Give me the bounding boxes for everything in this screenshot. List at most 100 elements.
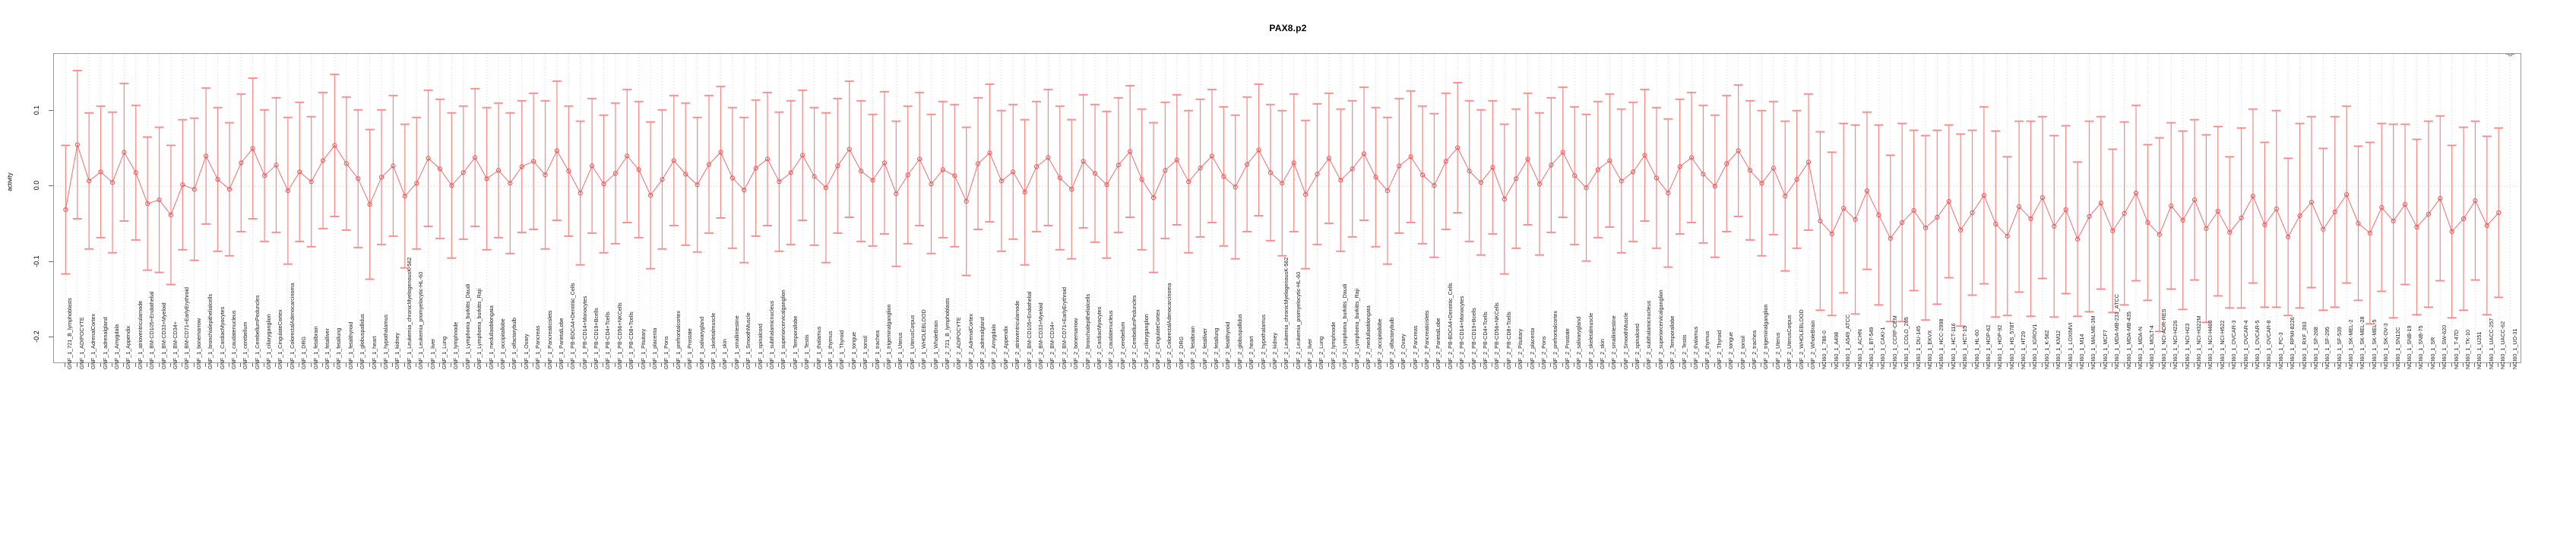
x-tick-label: GNF_2_kidney	[1271, 333, 1278, 369]
x-tick-label: GNF_2_Leukemia_chronicMyelogenousK-562	[1283, 257, 1290, 369]
x-tick-label: NCI60_1_SNB-75	[2417, 325, 2425, 369]
x-tick-label: GNF_1_721_B_lymphoblasts	[66, 298, 74, 369]
x-tick-mark	[1901, 363, 1903, 367]
x-tick-label: GNF_2_ParietalLobe	[1435, 318, 1442, 369]
x-tick-label: NCI60_1_A498	[1832, 331, 1840, 369]
x-tick-mark	[1913, 363, 1914, 367]
x-tick-label: NCI60_1_SF-295	[2324, 327, 2331, 369]
x-tick-mark	[2357, 363, 2359, 367]
x-tick-label: GNF_2_fetalbrain	[1189, 326, 1197, 369]
x-tick-label: GNF_1_Amygdala	[112, 324, 120, 369]
x-tick-mark	[1702, 363, 1704, 367]
x-tick-label: NCI60_1_M14	[2078, 334, 2086, 369]
x-tick-label: GNF_2_fetalliver	[1201, 328, 1208, 369]
x-tick-mark	[193, 363, 195, 367]
x-tick-label: GNF_1_CingulateCortex	[277, 309, 284, 369]
x-tick-mark	[462, 363, 464, 367]
x-tick-label: NCI60_1_EKVX	[1926, 330, 1933, 369]
x-tick-mark	[2182, 363, 2183, 367]
x-tick-mark	[252, 363, 253, 367]
x-tick-mark	[1784, 363, 1786, 367]
x-tick-mark	[2077, 363, 2078, 367]
x-tick-label: GNF_1_placenta	[651, 327, 659, 369]
x-tick-label: GNF_1_salivarygland	[698, 316, 705, 369]
x-tick-mark	[134, 363, 136, 367]
x-tick-mark	[427, 363, 429, 367]
y-axis-label-text: activity	[6, 172, 14, 191]
x-tick-mark	[2205, 363, 2207, 367]
x-tick-label: GNF_2_PB-CD8+Tcells	[1505, 311, 1512, 369]
x-tick-label: GNF_1_WholeBrain	[932, 320, 939, 369]
x-tick-mark	[521, 363, 522, 367]
x-tick-mark	[2463, 363, 2464, 367]
x-tick-label: GNF_2_trigeminalganglion	[1762, 304, 1770, 370]
x-tick-mark	[1479, 363, 1481, 367]
x-tick-label: GNF_1_caudatenucleus	[229, 310, 237, 369]
x-tick-label: GNF_1_ColorectalAdenocarcinoma	[288, 283, 296, 369]
x-tick-mark	[544, 363, 546, 367]
x-tick-mark	[1258, 363, 1259, 367]
x-tick-label: NCI60_1_MDA-MB-231_ATCC	[2113, 294, 2121, 369]
x-tick-label: GNF_2_Amygdala	[990, 324, 998, 369]
x-tick-label: GNF_1_skeletalmuscle	[710, 312, 717, 369]
x-tick-label: GNF_2_Lymphoma_burkitts_Daudi	[1341, 283, 1349, 369]
x-tick-mark	[1316, 363, 1318, 367]
x-tick-mark	[824, 363, 826, 367]
x-tick-label: GNF_2_Pituitary	[1517, 328, 1524, 369]
x-tick-mark	[848, 363, 850, 367]
x-tick-label: GNF_2_ColorectalAdenocarcinoma	[1166, 283, 1173, 369]
x-tick-label: GNF_1_Pancreas	[534, 325, 542, 369]
x-tick-label: GNF_2_BM-CD71+EarlyErythroid	[1060, 286, 1068, 369]
x-tick-label: GNF_1_CardiacMyocytes	[218, 306, 226, 369]
x-tick-mark	[1632, 363, 1634, 367]
x-tick-label: GNF_1_medullaoblongata	[487, 305, 495, 369]
x-tick-label: NCI60_1_HCT-15	[1961, 325, 1969, 369]
x-tick-mark	[930, 363, 932, 367]
x-tick-mark	[1164, 363, 1166, 367]
x-tick-label: NCI60_1_DU-145	[1914, 325, 1922, 369]
x-tick-mark	[1059, 363, 1060, 367]
x-tick-label: NCI60_1_U251	[2476, 331, 2483, 369]
x-tick-label: GNF_2_thymus	[1704, 330, 1711, 369]
x-tick-mark	[1281, 363, 1283, 367]
x-tick-label: GNF_1_fetalbrain	[312, 326, 319, 369]
x-tick-label: GNF_1_CerebellumPeduncles	[253, 295, 261, 369]
x-tick-mark	[1948, 363, 1949, 367]
x-tick-label: GNF_1_Temporallobe	[791, 315, 799, 369]
x-tick-label: GNF_2_spinalcord	[1634, 324, 1641, 369]
x-tick-label: GNF_1_adrenalgland	[101, 317, 109, 369]
x-tick-label: GNF_1_Pituitary	[639, 328, 647, 369]
x-tick-label: GNF_1_bronchialepithelialcells	[207, 293, 214, 369]
x-tick-label: GNF_2_heart	[1248, 336, 1255, 369]
x-tick-label: GNF_1_skin	[721, 339, 729, 369]
y-tick-mark	[49, 261, 53, 262]
x-tick-mark	[1527, 363, 1528, 367]
x-tick-label: GNF_1_Prostate	[686, 328, 694, 369]
x-tick-label: GNF_2_ADIPOCYTE	[955, 317, 963, 369]
x-tick-mark	[2334, 363, 2335, 367]
x-tick-label: GNF_2_AdrenalCortex	[967, 313, 974, 369]
x-tick-label: GNF_1_cerebellum	[242, 321, 249, 369]
x-tick-mark	[813, 363, 815, 367]
x-tick-label: NCI60_1_HT29	[2020, 331, 2027, 369]
x-tick-mark	[1433, 363, 1435, 367]
x-tick-label: GNF_2_medullaoblongata	[1365, 305, 1372, 369]
x-tick-mark	[1597, 363, 1598, 367]
x-tick-label: NCI60_1_TK-10	[2464, 330, 2472, 369]
x-tick-mark	[1210, 363, 1212, 367]
x-tick-mark	[240, 363, 242, 367]
x-tick-mark	[860, 363, 862, 367]
x-tick-label: GNF_1_Pancreaticislets	[546, 310, 553, 370]
x-tick-label: NCI60_1_BT-549	[1867, 327, 1875, 369]
x-tick-label: NCI60_1_UO-31	[2511, 328, 2518, 369]
x-tick-label: GNF_2_Lung	[1318, 336, 1325, 369]
x-tick-label: GNF_1_smallintestine	[733, 315, 740, 369]
x-tick-label: GNF_2_CerebellumPeduncles	[1131, 295, 1138, 369]
x-tick-mark	[1737, 363, 1739, 367]
x-tick-mark	[872, 363, 873, 367]
x-tick-mark	[708, 363, 710, 367]
x-tick-label: GNF_1_BM-CD71+EarlyErythroid	[183, 286, 191, 369]
x-tick-label: GNF_1_trachea	[873, 330, 881, 369]
x-tick-label: GNF_2_Pons	[1540, 336, 1547, 369]
x-tick-label: GNF_1_fetalliver	[324, 328, 331, 369]
